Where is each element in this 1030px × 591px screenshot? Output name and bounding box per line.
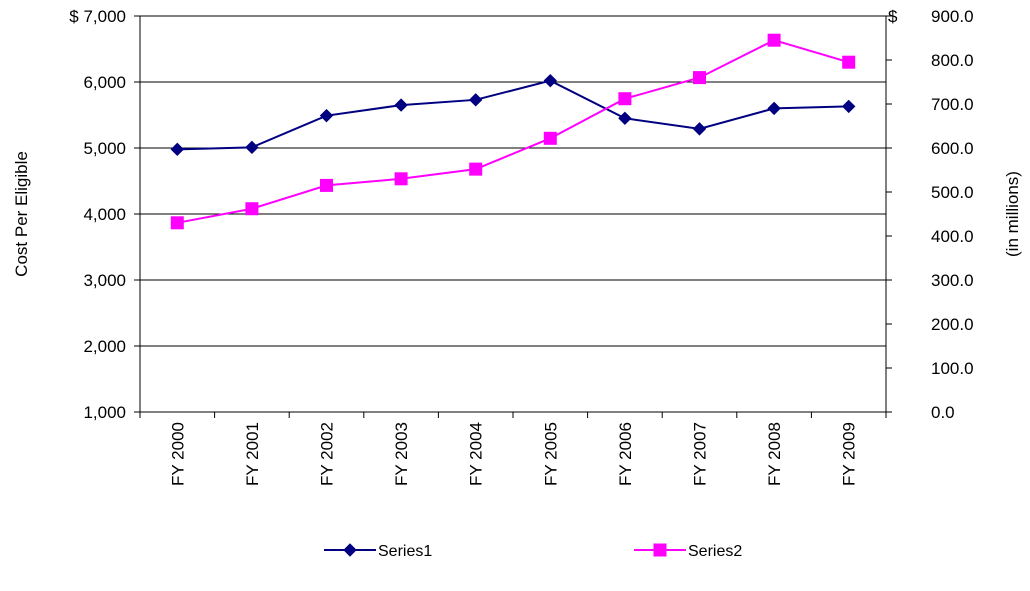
- x-axis-ticks: FY 2000 FY 2001 FY 2002 FY 2003 FY 2004 FY 20…: [139, 412, 887, 486]
- left-tick-label: 4,000: [83, 205, 126, 224]
- right-axis-currency: $: [888, 7, 898, 26]
- series-point: [245, 202, 259, 216]
- left-tick-label: 6,000: [83, 73, 126, 92]
- series-point: [693, 71, 706, 85]
- left-tick-label: 1,000: [83, 403, 126, 422]
- series-2: [170, 33, 856, 230]
- legend-label: Series1: [378, 543, 432, 560]
- series-point: [320, 178, 333, 192]
- left-tick-label: 5,000: [83, 139, 126, 158]
- series-line: [177, 79, 849, 151]
- right-tick-label: 500.0: [931, 183, 974, 202]
- legend-swatch-marker: [653, 543, 667, 557]
- left-axis-label: Cost Per Eligible: [12, 151, 31, 277]
- legend-item: Series1: [324, 543, 432, 560]
- series-point: [767, 101, 781, 116]
- right-tick-label: 300.0: [931, 271, 974, 290]
- right-axis-label: (in millions): [1003, 171, 1022, 257]
- left-tick-label: 2,000: [83, 337, 126, 356]
- series-layer: [170, 33, 856, 230]
- series-point: [543, 131, 557, 145]
- series-point: [394, 172, 408, 186]
- series-1: [170, 73, 856, 157]
- x-tick-label: FY 2006: [616, 422, 635, 486]
- series-point: [618, 92, 632, 106]
- right-tick-label: 100.0: [931, 359, 974, 378]
- series-point: [245, 140, 259, 155]
- x-tick-label: FY 2000: [168, 422, 187, 486]
- right-axis-ticks: 0.0 100.0 200.0 300.0 400.0 500.0 600.0 700.0 80…: [886, 7, 974, 422]
- x-tick-label: FY 2008: [765, 422, 784, 486]
- legend-swatch-marker: [343, 543, 357, 557]
- series-point: [841, 99, 856, 114]
- right-tick-label: 0.0: [931, 403, 955, 422]
- right-tick-label: 400.0: [931, 227, 974, 246]
- left-tick-label: 3,000: [83, 271, 126, 290]
- legend-item: Series2: [634, 543, 742, 560]
- x-tick-label: FY 2002: [318, 422, 337, 486]
- x-tick-label: FY 2001: [243, 422, 262, 486]
- right-tick-label: 700.0: [931, 95, 974, 114]
- series-point: [170, 142, 185, 157]
- x-tick-label: FY 2004: [467, 422, 486, 486]
- grid-lines: [140, 15, 886, 413]
- series-point: [319, 108, 334, 123]
- right-tick-label: 800.0: [931, 51, 974, 70]
- left-axis-ticks: 1,000 2,000 3,000 4,000 5,000 6,000 $ 7,000: [69, 7, 140, 422]
- x-tick-label: FY 2009: [840, 422, 859, 486]
- x-tick-label: FY 2005: [541, 422, 560, 486]
- left-tick-label: $ 7,000: [69, 7, 126, 26]
- series-point: [618, 111, 632, 126]
- series-point: [767, 33, 781, 47]
- right-tick-label: 600.0: [931, 139, 974, 158]
- legend: Series1 Series2: [324, 543, 742, 560]
- x-tick-label: FY 2003: [392, 422, 411, 486]
- series-point: [170, 216, 184, 230]
- series-line: [177, 39, 849, 224]
- right-tick-label: 900.0: [931, 7, 974, 26]
- series-point: [692, 122, 707, 136]
- series-point: [394, 98, 408, 112]
- right-tick-label: 200.0: [931, 315, 974, 334]
- series-point: [543, 73, 558, 88]
- x-tick-label: FY 2007: [691, 422, 710, 486]
- series-point: [468, 93, 483, 107]
- series-point: [469, 162, 483, 176]
- legend-label: Series2: [688, 543, 742, 560]
- series-point: [842, 55, 856, 69]
